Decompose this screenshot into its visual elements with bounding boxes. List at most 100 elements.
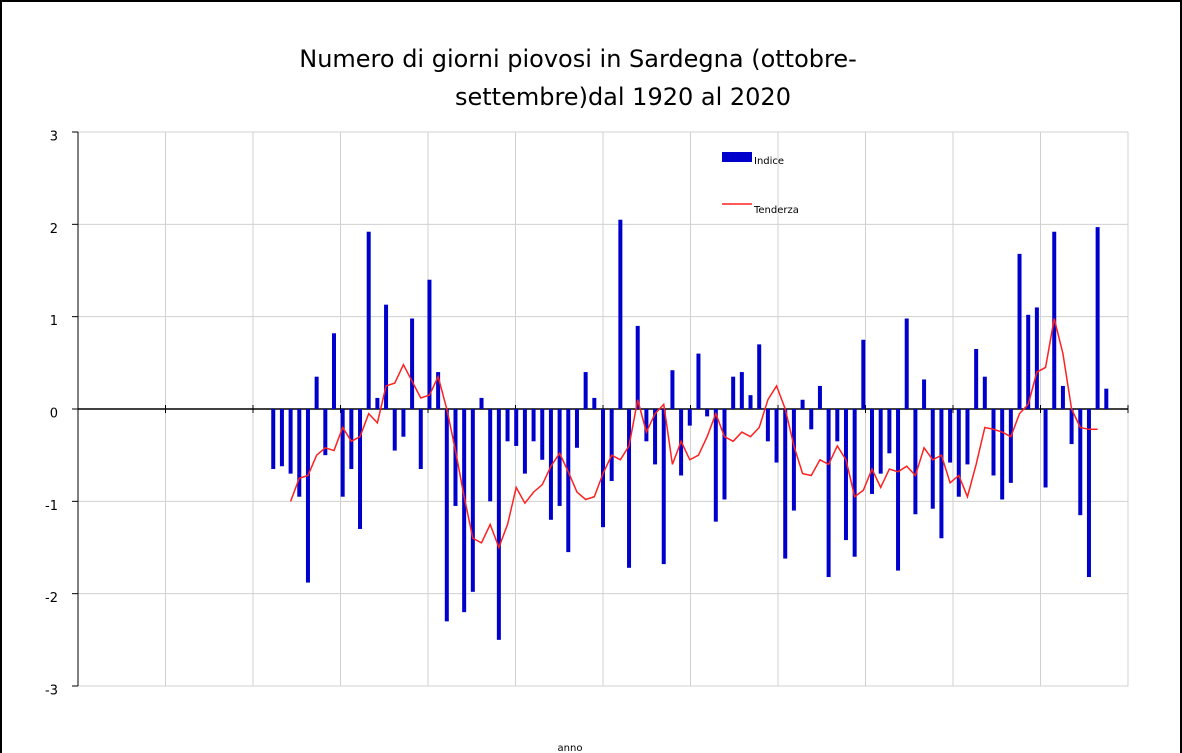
bar bbox=[358, 409, 363, 530]
bar bbox=[982, 376, 987, 409]
bar bbox=[479, 397, 484, 409]
bar bbox=[505, 409, 510, 442]
bar bbox=[462, 409, 467, 613]
y-tick-label: -1 bbox=[45, 499, 58, 514]
bar bbox=[331, 333, 336, 409]
bar bbox=[896, 409, 901, 571]
bar bbox=[297, 409, 302, 497]
bar bbox=[271, 409, 276, 470]
bar bbox=[800, 399, 805, 409]
bar bbox=[939, 409, 944, 539]
bar bbox=[887, 409, 892, 454]
bar bbox=[453, 409, 458, 506]
bar bbox=[305, 409, 310, 583]
bar bbox=[557, 409, 562, 506]
y-tick-label: -3 bbox=[45, 684, 58, 699]
bar bbox=[974, 348, 979, 409]
bar bbox=[956, 409, 961, 497]
bar bbox=[418, 409, 423, 470]
bar bbox=[401, 409, 406, 437]
bar bbox=[791, 409, 796, 511]
bar bbox=[696, 353, 701, 409]
bar bbox=[965, 409, 970, 465]
bar bbox=[1069, 409, 1074, 445]
bar bbox=[470, 409, 475, 592]
bar bbox=[392, 409, 397, 451]
bar bbox=[531, 409, 536, 442]
bar bbox=[1017, 253, 1022, 409]
bar bbox=[488, 409, 493, 502]
bar bbox=[713, 409, 718, 522]
bar bbox=[948, 409, 953, 463]
bar bbox=[618, 219, 623, 409]
bar bbox=[870, 409, 875, 494]
bar bbox=[1034, 307, 1039, 409]
bar bbox=[522, 409, 527, 474]
bar bbox=[1043, 409, 1048, 488]
bar bbox=[757, 344, 762, 409]
bar bbox=[279, 409, 284, 467]
bar bbox=[731, 376, 736, 409]
bar bbox=[670, 370, 675, 409]
bar bbox=[661, 409, 666, 565]
bar bbox=[288, 409, 293, 474]
bar bbox=[748, 395, 753, 409]
bar bbox=[653, 409, 658, 465]
bar bbox=[817, 385, 822, 409]
bar bbox=[514, 409, 519, 446]
bar bbox=[436, 372, 441, 409]
bar bbox=[410, 318, 415, 409]
bar bbox=[609, 409, 614, 482]
bar bbox=[739, 372, 744, 409]
bar bbox=[566, 409, 571, 553]
bar bbox=[991, 409, 996, 476]
bar bbox=[809, 409, 814, 430]
bar bbox=[323, 409, 328, 456]
bar bbox=[375, 397, 380, 409]
legend-swatch bbox=[722, 152, 752, 162]
y-tick-label: 3 bbox=[50, 130, 58, 145]
bar bbox=[314, 376, 319, 409]
legend-label: Indice bbox=[754, 156, 784, 167]
bar bbox=[574, 409, 579, 448]
bar bbox=[687, 409, 692, 426]
trend-line bbox=[289, 318, 1098, 550]
x-axis-label: anno bbox=[558, 743, 583, 753]
bar bbox=[583, 372, 588, 409]
bar bbox=[861, 339, 866, 409]
chart-title: Numero di giorni piovosi in Sardegna (ot… bbox=[299, 45, 857, 73]
bar bbox=[1095, 227, 1100, 409]
bar bbox=[705, 409, 710, 417]
bar bbox=[1060, 385, 1065, 409]
y-tick-label: -2 bbox=[45, 591, 58, 606]
bar bbox=[1026, 314, 1031, 409]
bar bbox=[826, 409, 831, 578]
bar bbox=[427, 279, 432, 409]
bar bbox=[384, 304, 389, 409]
bar bbox=[548, 409, 553, 520]
bar bbox=[774, 409, 779, 463]
bar bbox=[878, 409, 883, 474]
y-tick-label: 0 bbox=[50, 407, 58, 422]
bar bbox=[722, 409, 727, 500]
bar bbox=[783, 409, 788, 559]
y-tick-label: 1 bbox=[50, 314, 58, 329]
bar bbox=[904, 318, 909, 409]
bar bbox=[922, 379, 927, 409]
bar bbox=[444, 409, 449, 622]
bar bbox=[601, 409, 605, 528]
bar bbox=[843, 409, 848, 541]
bar bbox=[913, 409, 918, 515]
bar bbox=[592, 397, 597, 409]
bar bbox=[1000, 409, 1005, 500]
y-tick-label: 2 bbox=[50, 222, 58, 237]
bar bbox=[627, 409, 632, 568]
bar bbox=[340, 409, 345, 497]
bar bbox=[644, 409, 649, 442]
bar bbox=[765, 409, 770, 442]
chart-title: settembre)dal 1920 al 2020 bbox=[455, 83, 791, 111]
bar bbox=[635, 325, 640, 409]
bar bbox=[540, 409, 545, 460]
